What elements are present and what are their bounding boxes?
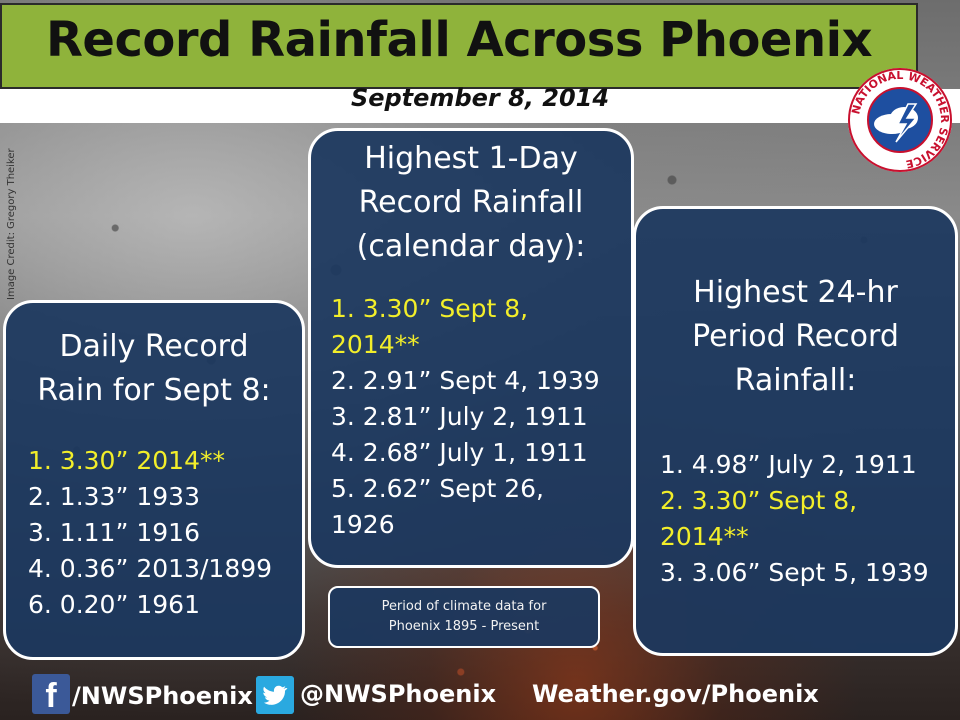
page-subtitle: September 8, 2014 <box>350 84 610 112</box>
daily-record-heading: Daily Record Rain for Sept 8: <box>6 325 302 413</box>
list-item: 6. 0.20” 1961 <box>28 590 200 619</box>
daily-record-panel: Daily Record Rain for Sept 8: 1. 3.30” 2… <box>3 300 305 660</box>
list-item: 1. 3.30” Sept 8, <box>331 294 529 323</box>
title-bar <box>0 3 918 89</box>
footer: f /NWSPhoenix @NWSPhoenix Weather.gov/Ph… <box>0 670 960 720</box>
heading-line: Record Rainfall <box>358 185 584 220</box>
one-day-record-heading: Highest 1-Day Record Rainfall (calendar … <box>311 137 631 269</box>
list-item: 3. 3.06” Sept 5, 1939 <box>660 558 929 587</box>
list-item: 1926 <box>331 510 395 539</box>
heading-line: Highest 1-Day <box>364 141 578 176</box>
daily-record-list: 1. 3.30” 2014** 2. 1.33” 1933 3. 1.11” 1… <box>6 443 302 623</box>
list-item: 4. 2.68” July 1, 1911 <box>331 438 588 467</box>
heading-line: Daily Record <box>59 329 249 364</box>
heading-line: Rain for Sept 8: <box>37 373 271 408</box>
24hr-record-heading: Highest 24-hr Period Record Rainfall: <box>636 271 955 403</box>
twitter-link[interactable]: @NWSPhoenix <box>300 680 497 708</box>
list-item: 1. 4.98” July 2, 1911 <box>660 450 917 479</box>
heading-line: Period Record <box>692 319 899 354</box>
list-item: 5. 2.62” Sept 26, <box>331 474 544 503</box>
list-item: 2. 1.33” 1933 <box>28 482 200 511</box>
one-day-record-panel: Highest 1-Day Record Rainfall (calendar … <box>308 128 634 568</box>
list-item: 3. 1.11” 1916 <box>28 518 200 547</box>
24hr-record-panel: Highest 24-hr Period Record Rainfall: 1.… <box>633 206 958 656</box>
note-line: Period of climate data for <box>381 599 547 614</box>
facebook-link[interactable]: /NWSPhoenix <box>72 682 253 710</box>
twitter-icon[interactable] <box>256 676 294 714</box>
one-day-record-list: 1. 3.30” Sept 8, 2014** 2. 2.91” Sept 4,… <box>311 291 631 543</box>
website-link[interactable]: Weather.gov/Phoenix <box>532 680 819 708</box>
list-item: 1. 3.30” 2014** <box>28 446 225 475</box>
24hr-record-list: 1. 4.98” July 2, 1911 2. 3.30” Sept 8, 2… <box>636 447 955 591</box>
heading-line: Rainfall: <box>734 363 857 398</box>
page-title: Record Rainfall Across Phoenix <box>45 12 873 68</box>
heading-line: Highest 24-hr <box>693 275 898 310</box>
note-line: Phoenix 1895 - Present <box>388 619 540 634</box>
list-item: 4. 0.36” 2013/1899 <box>28 554 273 583</box>
image-credit: Image Credit: Gregory Theiker <box>6 148 17 300</box>
list-item: 2. 2.91” Sept 4, 1939 <box>331 366 600 395</box>
climate-period-note: Period of climate data for Phoenix 1895 … <box>328 586 600 648</box>
subtitle-strip <box>0 89 960 123</box>
list-item: 2014** <box>331 330 420 359</box>
nws-logo: NATIONAL WEATHER SERVICE <box>848 68 952 172</box>
facebook-icon[interactable]: f <box>32 674 70 715</box>
list-item: 2014** <box>660 522 749 551</box>
list-item: 2. 3.30” Sept 8, <box>660 486 858 515</box>
list-item: 3. 2.81” July 2, 1911 <box>331 402 588 431</box>
heading-line: (calendar day): <box>356 229 586 264</box>
